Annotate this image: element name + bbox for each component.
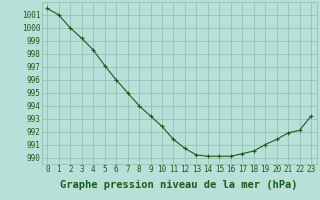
X-axis label: Graphe pression niveau de la mer (hPa): Graphe pression niveau de la mer (hPa) [60, 180, 298, 190]
